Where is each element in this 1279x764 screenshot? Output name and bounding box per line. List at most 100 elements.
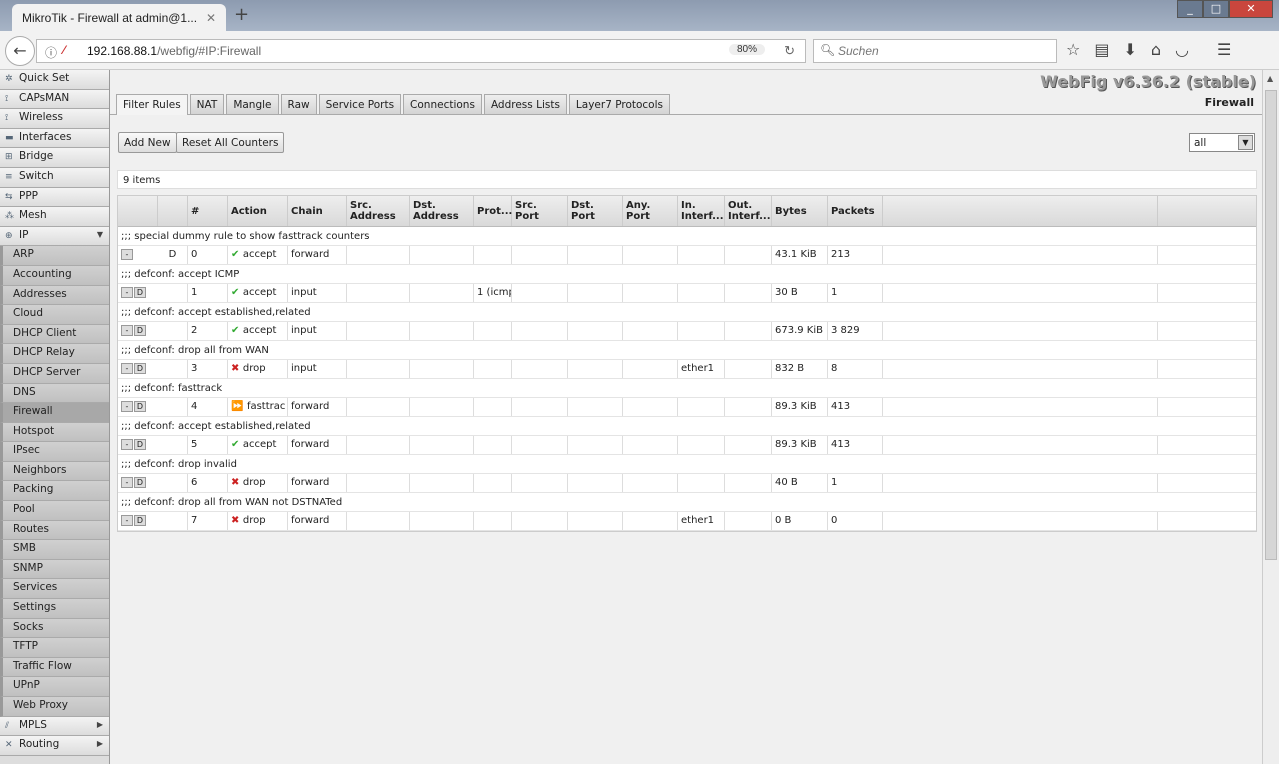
disable-button[interactable]: D: [134, 401, 146, 412]
column-header[interactable]: In. Interf...: [678, 196, 725, 226]
column-header[interactable]: Src. Port: [512, 196, 568, 226]
remove-button[interactable]: -: [121, 249, 133, 260]
scrollbar[interactable]: ▲: [1262, 70, 1279, 764]
sidebar-subitem-addresses[interactable]: Addresses: [0, 285, 109, 306]
info-icon[interactable]: ⓘ: [45, 46, 58, 60]
sidebar-item-mesh[interactable]: ⁂ Mesh: [0, 207, 109, 227]
download-icon[interactable]: ⬇: [1123, 40, 1137, 59]
column-header[interactable]: [883, 196, 1158, 226]
sidebar-subitem-services[interactable]: Services: [0, 579, 109, 600]
sidebar-subitem-neighbors[interactable]: Neighbors: [0, 461, 109, 482]
column-header[interactable]: Dst. Address: [410, 196, 474, 226]
add-new-button[interactable]: Add New: [118, 132, 177, 153]
sidebar-item-mpls[interactable]: ⫽ MPLS ▶: [0, 716, 109, 737]
sidebar-subitem-dhcp-client[interactable]: DHCP Client: [0, 324, 109, 345]
reload-icon[interactable]: ↻: [784, 43, 795, 58]
sidebar-subitem-upnp[interactable]: UPnP: [0, 677, 109, 697]
remove-button[interactable]: -: [121, 439, 133, 450]
sidebar-item-capsman[interactable]: ⟟ CAPsMAN: [0, 89, 109, 110]
remove-button[interactable]: -: [121, 515, 133, 526]
sidebar-subitem-cloud[interactable]: Cloud: [0, 305, 109, 325]
maximize-button[interactable]: □: [1203, 0, 1229, 18]
column-header[interactable]: Chain: [288, 196, 347, 226]
sidebar-subitem-dhcp-relay[interactable]: DHCP Relay: [0, 344, 109, 364]
tab-nat[interactable]: NAT: [189, 94, 225, 114]
sidebar-item-ppp[interactable]: ⇆ PPP: [0, 187, 109, 208]
column-header[interactable]: Prot...: [474, 196, 512, 226]
sidebar-subitem-hotspot[interactable]: Hotspot: [0, 422, 109, 443]
tab-address-lists[interactable]: Address Lists: [483, 94, 567, 114]
column-header[interactable]: [118, 196, 158, 226]
reset-counters-button[interactable]: Reset All Counters: [176, 132, 285, 153]
scroll-up-icon[interactable]: ▲: [1267, 74, 1274, 83]
new-tab-button[interactable]: +: [234, 4, 250, 25]
sidebar-subitem-tftp[interactable]: TFTP: [0, 638, 109, 658]
minimize-button[interactable]: _: [1177, 0, 1203, 18]
sidebar-subitem-pool[interactable]: Pool: [0, 501, 109, 521]
sidebar-subitem-web-proxy[interactable]: Web Proxy: [0, 697, 109, 717]
remove-button[interactable]: -: [121, 477, 133, 488]
table-row[interactable]: - D 4 ⏩ fasttrac forward 89.3 KiB 413: [118, 398, 1256, 417]
tab-service-ports[interactable]: Service Ports: [318, 94, 402, 114]
menu-icon[interactable]: ☰: [1217, 40, 1232, 59]
remove-button[interactable]: -: [121, 287, 133, 298]
sidebar-subitem-firewall[interactable]: Firewall: [0, 403, 109, 423]
tab-mangle[interactable]: Mangle: [226, 94, 279, 114]
disable-button[interactable]: D: [134, 477, 146, 488]
home-icon[interactable]: ⌂: [1150, 40, 1162, 59]
browser-tab[interactable]: MikroTik - Firewall at admin@1... ✕: [12, 4, 226, 31]
column-header[interactable]: [158, 196, 188, 226]
close-window-button[interactable]: ✕: [1229, 0, 1273, 18]
table-row[interactable]: - D 5 ✔ accept forward 89.3 KiB 413: [118, 436, 1256, 455]
disable-button[interactable]: D: [134, 363, 146, 374]
tab-connections[interactable]: Connections: [403, 94, 482, 114]
sidebar-item-switch[interactable]: ≡ Switch: [0, 167, 109, 188]
filter-select[interactable]: all ▼: [1189, 133, 1255, 152]
sidebar-subitem-arp[interactable]: ARP: [0, 246, 109, 266]
sidebar-subitem-snmp[interactable]: SNMP: [0, 559, 109, 580]
sidebar-subitem-smb[interactable]: SMB: [0, 540, 109, 560]
sidebar-subitem-dhcp-server[interactable]: DHCP Server: [0, 363, 109, 384]
disable-button[interactable]: D: [134, 287, 146, 298]
sidebar-subitem-socks[interactable]: Socks: [0, 618, 109, 639]
sidebar-item-quick-set[interactable]: ✲ Quick Set: [0, 70, 109, 90]
sidebar-item-ip[interactable]: ⊕ IP ▼: [0, 226, 109, 247]
table-row[interactable]: - D 2 ✔ accept input 673.9 KiB 3 829: [118, 322, 1256, 341]
sidebar-subitem-routes[interactable]: Routes: [0, 520, 109, 541]
sidebar-item-bridge[interactable]: ⊞ Bridge: [0, 148, 109, 168]
column-header[interactable]: Any. Port: [623, 196, 678, 226]
remove-button[interactable]: -: [121, 363, 133, 374]
column-header[interactable]: #: [188, 196, 228, 226]
scroll-thumb[interactable]: [1265, 90, 1277, 560]
tab-filter-rules[interactable]: Filter Rules: [116, 94, 188, 115]
sidebar-subitem-dns[interactable]: DNS: [0, 383, 109, 404]
column-header[interactable]: Bytes: [772, 196, 828, 226]
sidebar-subitem-ipsec[interactable]: IPsec: [0, 442, 109, 462]
column-header[interactable]: Dst. Port: [568, 196, 623, 226]
search-input[interactable]: 🔍︎ Suchen: [813, 39, 1057, 63]
tab-raw[interactable]: Raw: [280, 94, 317, 114]
column-header[interactable]: Packets: [828, 196, 883, 226]
bookmark-star-icon[interactable]: ☆: [1066, 40, 1081, 59]
sidebar-subitem-traffic-flow[interactable]: Traffic Flow: [0, 657, 109, 678]
disable-button[interactable]: D: [134, 515, 146, 526]
table-row[interactable]: - D 0 ✔ accept forward 43.1 KiB 213: [118, 246, 1256, 265]
column-header[interactable]: Action: [228, 196, 288, 226]
pocket-icon[interactable]: ◡: [1175, 40, 1189, 59]
sidebar-subitem-packing[interactable]: Packing: [0, 481, 109, 502]
sidebar-item-wireless[interactable]: ⟟ Wireless: [0, 109, 109, 129]
disable-button[interactable]: D: [134, 325, 146, 336]
disable-button[interactable]: D: [134, 439, 146, 450]
column-header[interactable]: Out. Interf...: [725, 196, 772, 226]
remove-button[interactable]: -: [121, 401, 133, 412]
zoom-level[interactable]: 80%: [729, 44, 766, 55]
sidebar-subitem-accounting[interactable]: Accounting: [0, 265, 109, 286]
back-button[interactable]: ←: [5, 36, 35, 66]
sidebar-item-interfaces[interactable]: ▬ Interfaces: [0, 128, 109, 149]
sidebar-item-routing[interactable]: ✕ Routing ▶: [0, 736, 109, 756]
library-icon[interactable]: ▤: [1094, 40, 1110, 59]
